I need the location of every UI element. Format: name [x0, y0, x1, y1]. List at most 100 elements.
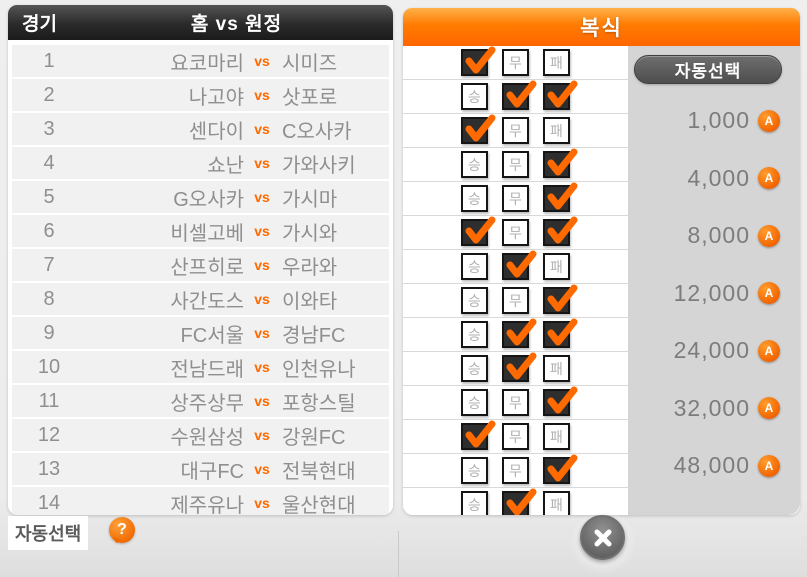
vs-label: vs	[254, 359, 270, 375]
check-icon	[506, 352, 537, 380]
win-label: 승	[468, 258, 481, 275]
check-icon	[465, 216, 496, 244]
lose-checkbox[interactable]: 패	[543, 49, 570, 76]
table-row: 4 쇼난 vs 가와사키	[12, 147, 389, 179]
help-icon[interactable]: ?	[109, 517, 135, 543]
bet-amount-item[interactable]: 12,000 A	[628, 265, 800, 323]
win-checkbox[interactable]: 승	[461, 287, 488, 314]
lose-checkbox[interactable]	[543, 318, 578, 348]
check-icon	[547, 216, 578, 244]
win-checkbox[interactable]: 승	[461, 491, 488, 515]
bet-amount-item[interactable]: 32,000 A	[628, 380, 800, 438]
bet-amount-item[interactable]: 48,000 A	[628, 437, 800, 495]
win-checkbox[interactable]: 승	[461, 151, 488, 178]
bet-amount-item[interactable]: 1,000 A	[628, 92, 800, 150]
bet-amount-item[interactable]: 8,000 A	[628, 207, 800, 265]
pick-row: 승	[403, 80, 628, 114]
lose-checkbox[interactable]: 패	[543, 491, 570, 515]
draw-checkbox[interactable]	[502, 80, 537, 110]
auto-select-button[interactable]: 자동선택	[634, 54, 782, 84]
lose-checkbox[interactable]	[543, 216, 578, 246]
away-team: 가시마	[282, 188, 338, 211]
draw-checkbox[interactable]: 무	[502, 389, 529, 416]
lose-checkbox[interactable]: 패	[543, 355, 570, 382]
vs-label: vs	[254, 461, 270, 477]
lose-checkbox[interactable]	[543, 182, 578, 212]
match-number: 11	[38, 389, 60, 412]
draw-checkbox[interactable]: 무	[502, 423, 529, 450]
match-number: 6	[43, 219, 55, 242]
vs-label: vs	[254, 121, 270, 137]
win-checkbox[interactable]: 승	[461, 355, 488, 382]
win-checkbox[interactable]	[461, 46, 496, 76]
draw-label: 무	[509, 156, 522, 173]
lose-checkbox[interactable]: 패	[543, 253, 570, 280]
draw-checkbox[interactable]	[502, 488, 537, 515]
lose-checkbox[interactable]	[543, 148, 578, 178]
draw-checkbox[interactable]	[502, 250, 537, 280]
match-number: 8	[43, 287, 55, 310]
vs-label: vs	[254, 291, 270, 307]
draw-checkbox[interactable]: 무	[502, 49, 529, 76]
table-row: 6 비셀고베 vs 가시와	[12, 215, 389, 247]
draw-checkbox[interactable]: 무	[502, 287, 529, 314]
win-checkbox[interactable]: 승	[461, 83, 488, 110]
lose-label: 패	[550, 122, 563, 139]
draw-label: 무	[509, 394, 522, 411]
picks-panel-title: 복식	[403, 8, 800, 46]
win-checkbox[interactable]	[461, 216, 496, 246]
lose-checkbox[interactable]	[543, 386, 578, 416]
lose-checkbox[interactable]	[543, 80, 578, 110]
bet-amount-value: 48,000	[673, 452, 750, 479]
away-team: 인천유나	[282, 358, 356, 381]
draw-checkbox[interactable]: 무	[502, 151, 529, 178]
close-icon	[594, 529, 611, 546]
table-row: 7 산프히로 vs 우라와	[12, 249, 389, 281]
win-label: 승	[468, 462, 481, 479]
lose-checkbox[interactable]	[543, 284, 578, 314]
win-checkbox[interactable]	[461, 114, 496, 144]
away-team: 경남FC	[282, 324, 346, 347]
win-checkbox[interactable]: 승	[461, 389, 488, 416]
lose-checkbox[interactable]: 패	[543, 423, 570, 450]
bet-amount-value: 4,000	[687, 164, 750, 191]
check-icon	[506, 488, 537, 515]
coin-icon: A	[758, 109, 780, 132]
lose-checkbox[interactable]: 패	[543, 117, 570, 144]
draw-checkbox[interactable]: 무	[502, 457, 529, 484]
win-checkbox[interactable]: 승	[461, 457, 488, 484]
draw-checkbox[interactable]: 무	[502, 185, 529, 212]
check-icon	[506, 250, 537, 278]
table-row: 13 대구FC vs 전북현대	[12, 453, 389, 485]
pick-row: 무 패	[403, 46, 628, 80]
win-checkbox[interactable]: 승	[461, 253, 488, 280]
check-icon	[465, 420, 496, 448]
coin-icon: A	[758, 282, 780, 305]
bet-amount-item[interactable]: 24,000 A	[628, 322, 800, 380]
table-row: 5 G오사카 vs 가시마	[12, 181, 389, 213]
win-checkbox[interactable]: 승	[461, 185, 488, 212]
match-number: 13	[37, 457, 61, 480]
vs-label: vs	[254, 495, 270, 511]
draw-checkbox[interactable]	[502, 352, 537, 382]
check-icon	[547, 148, 578, 176]
amount-column: 자동선택 1,000 A 4,000 A 8,000 A 12,000 A 24…	[628, 46, 800, 515]
draw-label: 무	[509, 122, 522, 139]
close-button[interactable]	[580, 515, 625, 560]
pick-row: 승 무	[403, 182, 628, 216]
match-number: 14	[37, 491, 61, 514]
vs-label: vs	[254, 325, 270, 341]
draw-label: 무	[509, 190, 522, 207]
draw-checkbox[interactable]	[502, 318, 537, 348]
win-label: 승	[468, 156, 481, 173]
vs-label: vs	[254, 155, 270, 171]
lose-checkbox[interactable]	[543, 454, 578, 484]
draw-label: 무	[509, 428, 522, 445]
win-checkbox[interactable]	[461, 420, 496, 450]
win-checkbox[interactable]: 승	[461, 321, 488, 348]
win-label: 승	[468, 496, 481, 513]
away-team: 전북현대	[282, 460, 356, 483]
draw-checkbox[interactable]: 무	[502, 117, 529, 144]
bet-amount-item[interactable]: 4,000 A	[628, 150, 800, 208]
draw-checkbox[interactable]: 무	[502, 219, 529, 246]
